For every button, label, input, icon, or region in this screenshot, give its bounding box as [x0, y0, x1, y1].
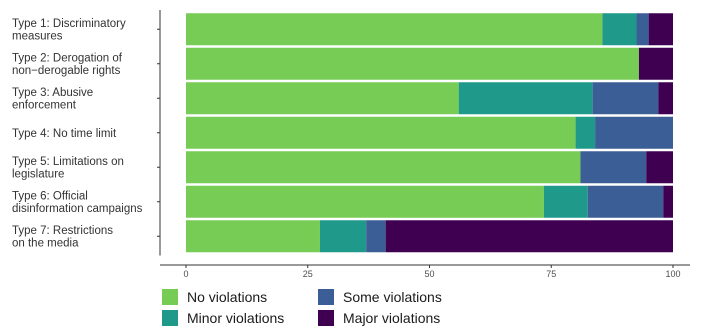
legend-label-minor-violations: Minor violations — [187, 310, 284, 326]
category-label-6: Type 6: Official disinformation campaigns — [12, 191, 143, 216]
bar-segment-5-major-violations — [646, 151, 673, 184]
bar-segment-4-minor-violations — [575, 116, 596, 149]
category-label-5-line-1: Type 5: Limitations on — [12, 156, 124, 168]
bar-segment-7-minor-violations — [319, 220, 367, 253]
category-label-2: Type 2: Derogation of non−derogable right… — [12, 53, 123, 78]
x-tick-label-25: 25 — [303, 269, 313, 279]
category-label-5-line-2: legislature — [12, 169, 64, 181]
bar-segment-7-some-violations — [366, 220, 386, 253]
bar-segment-1-major-violations — [648, 13, 673, 46]
category-label-1-line-2: measures — [12, 31, 63, 43]
bar-segment-6-minor-violations — [543, 185, 588, 218]
bar-segment-6-major-violations — [663, 185, 673, 218]
category-label-2-line-2: non−derogable rights — [12, 65, 121, 77]
bar-segment-7-no-violations — [186, 220, 320, 253]
legend-swatch-no-violations — [162, 289, 178, 305]
category-label-6-line-2: disinformation campaigns — [12, 203, 143, 215]
category-labels: Type 1: Discriminatory measures Type 2: De… — [12, 18, 143, 250]
x-tick-label-75: 75 — [546, 269, 556, 279]
category-label-1-line-1: Type 1: Discriminatory — [12, 18, 126, 30]
y-axis — [157, 10, 161, 256]
x-tick-label-0: 0 — [183, 269, 188, 279]
category-label-7: Type 7: Restrictions on the media — [12, 225, 113, 250]
category-label-3-line-1: Type 3: Abusive — [12, 87, 93, 99]
category-label-3: Type 3: Abusive enforcement — [12, 87, 93, 112]
legend-label-some-violations: Some violations — [343, 289, 442, 305]
bar-segment-2-major-violations — [638, 47, 673, 80]
category-label-3-line-2: enforcement — [12, 100, 77, 112]
bar-segment-2-no-violations — [186, 47, 639, 80]
category-label-7-line-1: Type 7: Restrictions — [12, 225, 113, 237]
bar-segment-6-no-violations — [186, 185, 544, 218]
bar-segment-3-some-violations — [592, 82, 659, 115]
bar-segment-4-some-violations — [595, 116, 673, 149]
legend-swatch-some-violations — [318, 289, 334, 305]
legend-label-no-violations: No violations — [187, 289, 267, 305]
x-tick-label-50: 50 — [424, 269, 434, 279]
bar-segment-7-major-violations — [385, 220, 673, 253]
bar-segment-6-some-violations — [587, 185, 664, 218]
category-label-2-line-1: Type 2: Derogation of — [12, 53, 123, 65]
bars-group — [186, 13, 673, 253]
legend-label-major-violations: Major violations — [343, 310, 440, 326]
bar-segment-5-some-violations — [580, 151, 647, 184]
bar-segment-5-no-violations — [186, 151, 581, 184]
category-label-6-line-1: Type 6: Official — [12, 191, 88, 203]
bar-segment-3-major-violations — [658, 82, 673, 115]
x-axis: 0 25 50 75 100 — [160, 264, 690, 279]
legend-swatch-major-violations — [318, 310, 334, 326]
legend-swatch-minor-violations — [162, 310, 178, 326]
category-label-4: Type 4: No time limit — [12, 128, 117, 140]
bar-segment-1-minor-violations — [602, 13, 637, 46]
x-tick-label-100: 100 — [665, 269, 680, 279]
category-label-5: Type 5: Limitations on legislature — [12, 156, 124, 181]
bar-segment-1-no-violations — [186, 13, 603, 46]
bar-segment-1-some-violations — [636, 13, 649, 46]
category-label-4-line-1: Type 4: No time limit — [12, 128, 117, 140]
category-label-7-line-2: on the media — [12, 238, 79, 250]
legend: No violations Minor violations Some violat… — [162, 289, 442, 326]
bar-segment-3-minor-violations — [458, 82, 593, 115]
bar-segment-4-no-violations — [186, 116, 576, 149]
bar-segment-3-no-violations — [186, 82, 459, 115]
category-label-1: Type 1: Discriminatory measures — [12, 18, 126, 43]
